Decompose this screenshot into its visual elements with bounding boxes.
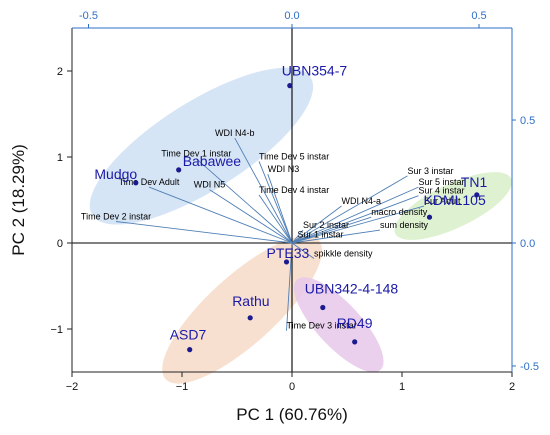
vector-sur-5-instar (291, 186, 419, 244)
vector-spikkle-density (291, 242, 315, 259)
point-label-asd7: ASD7 (170, 327, 207, 343)
x-tick-label: −2 (66, 381, 79, 393)
point-label-rd49: RD49 (337, 315, 373, 331)
vector-sur-2-instar (291, 229, 304, 244)
x-tick-label: 2 (509, 381, 515, 393)
variable-label-time-dev-1-instar: Time Dev 1 instar (161, 149, 231, 159)
point-label-kdml105: KDML105 (424, 192, 486, 208)
cluster-ellipse-1 (89, 67, 314, 225)
right-tick-label: 0.5 (520, 115, 535, 127)
point-label-babawee: Babawee (183, 153, 242, 169)
variable-label-wdi-n4-b: WDI N4-b (215, 128, 255, 138)
y-tick-label: 1 (57, 152, 63, 164)
point-rathu (247, 315, 253, 321)
variable-label-sur-5-instar: Sur 5 instar (419, 177, 465, 187)
vector-sur-3-instar (291, 175, 408, 244)
point-rd49 (352, 339, 358, 345)
point-pte33 (283, 259, 290, 265)
vector-wdi-n4-a (291, 205, 342, 244)
point-label-rathu: Rathu (232, 293, 269, 309)
right-tick-label: 0.0 (520, 238, 535, 250)
right-tick-label: -0.5 (520, 361, 539, 373)
vector-wdi-n5 (209, 189, 293, 244)
variable-label-sur-adult: Sur Adult (424, 196, 461, 206)
point-label-tn1: TN1 (461, 174, 488, 190)
point-tn1 (474, 192, 480, 198)
vector-sum-density (291, 229, 381, 244)
vector-macro-density (291, 216, 372, 244)
x-axis-title: PC 1 (60.76%) (236, 405, 348, 424)
point-mudgo (133, 180, 139, 186)
vector-time-dev-4-instar (258, 194, 293, 244)
y-axis-title: PC 2 (18.29%) (9, 144, 28, 256)
point-kdml105 (426, 214, 433, 220)
point-label-ubn354-7: UBN354-7 (282, 63, 348, 79)
y-tick-label: −1 (50, 324, 63, 336)
variable-label-time-dev-3-instar: Time Dev 3 instar (287, 321, 357, 331)
vector-sur-1-instar (291, 239, 298, 244)
x-tick-label: −1 (176, 381, 189, 393)
vector-time-dev-2-instar (115, 221, 293, 244)
point-asd7 (187, 347, 193, 353)
x-tick-label: 0 (289, 381, 295, 393)
vector-time-dev-1-instar (196, 158, 293, 244)
axis-ticks: −2 −1 0 1 2 −1 0 1 2 -0.5 0.0 0.5 0.5 0.0 -0.5 (50, 10, 539, 393)
cluster-ellipses (89, 67, 512, 384)
top-tick-label: 0.0 (284, 10, 299, 22)
cluster-ellipse-2 (394, 172, 512, 240)
y-tick-label: 2 (57, 66, 63, 78)
x-tick-label: 1 (399, 381, 405, 393)
variable-label-time-dev-adult: Time Dev Adult (119, 177, 180, 187)
variable-label-spikkle-density: spikkle density (314, 248, 373, 258)
top-tick-label: 0.5 (471, 10, 486, 22)
point-label-pte33: PTE33 (267, 245, 310, 261)
variable-label-sur-2-instar: Sur 2 instar (303, 220, 349, 230)
cluster-ellipse-3 (162, 235, 323, 384)
variable-label-time-dev-5-instar: Time Dev 5 instar (259, 151, 329, 161)
variable-label-wdi-n5: WDI N5 (194, 180, 226, 190)
vector-time-dev-adult (148, 186, 293, 244)
point-babawee (176, 167, 182, 173)
loading-vectors (115, 137, 425, 331)
variable-labels: WDI N4-b Time Dev 1 instar Time Dev 5 inst… (81, 128, 465, 331)
vector-sur-adult (291, 205, 425, 244)
variable-label-sur-4-instar: Sur 4 instar (419, 186, 465, 196)
point-ubn342-4-148 (320, 304, 326, 311)
y-tick-label: 0 (57, 238, 63, 250)
point-ubn354-7 (287, 83, 293, 89)
variable-label-time-dev-4-instar: Time Dev 4 instar (259, 185, 329, 195)
variable-label-sum-density: sum density (380, 220, 429, 230)
point-label-ubn342-4-148: UBN342-4-148 (305, 281, 399, 297)
observation-labels: UBN354-7 Mudgo Babawee TN1 KDML105 PTE33 Rathu… (94, 63, 487, 343)
vector-sur-4-instar (291, 195, 419, 244)
vector-wdi-n3 (267, 174, 293, 244)
variable-label-macro-density: macro density (371, 207, 428, 217)
variable-label-time-dev-2-instar: Time Dev 2 instar (81, 212, 151, 222)
cluster-ellipse-4 (293, 277, 384, 373)
variable-label-wdi-n3: WDI N3 (268, 164, 300, 174)
variable-label-sur-3-instar: Sur 3 instar (408, 166, 454, 176)
top-tick-label: -0.5 (79, 10, 98, 22)
variable-label-wdi-n4-a: WDI N4-a (342, 196, 382, 206)
point-label-mudgo: Mudgo (94, 166, 137, 182)
vector-time-dev-5-instar (258, 161, 293, 244)
observation-points (133, 83, 480, 353)
vector-wdi-n4-b (234, 137, 293, 244)
variable-label-sur-1-instar: Sur 1 instar (298, 230, 344, 240)
vector-time-dev-3-instar (286, 242, 293, 331)
